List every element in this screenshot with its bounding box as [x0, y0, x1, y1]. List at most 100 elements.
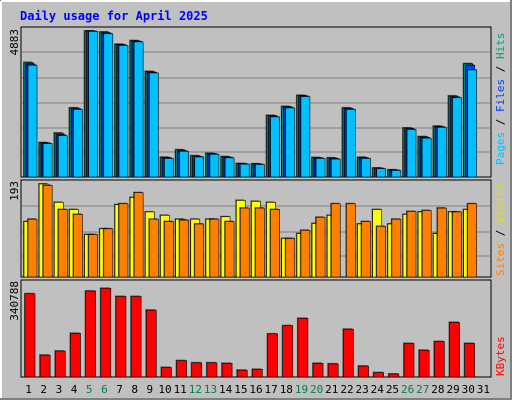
x-tick-label: 26	[401, 383, 414, 396]
kbytes-bar	[221, 363, 233, 378]
kbytes-bar	[236, 369, 248, 378]
legend-sep3: /	[494, 223, 507, 243]
sites-bar	[270, 209, 280, 278]
sites-bar	[239, 207, 250, 278]
panel2-max-label: 193	[8, 181, 21, 201]
x-tick-label: 9	[147, 383, 154, 396]
x-tick-label: 27	[416, 383, 429, 396]
pages-bar	[133, 41, 144, 178]
chart-marks	[22, 30, 490, 378]
kbytes-bar	[24, 293, 36, 378]
kbytes-bar	[55, 350, 66, 378]
pages-bar	[118, 45, 129, 178]
legend-sep1: /	[494, 112, 507, 132]
kbytes-bar	[191, 362, 203, 378]
kbytes-bar	[312, 363, 324, 378]
kbytes-bar	[115, 296, 127, 378]
kbytes-bar	[70, 333, 81, 378]
kbytes-bar	[403, 343, 415, 378]
x-tick-label: 6	[101, 383, 108, 396]
sites-bar	[330, 203, 341, 278]
pages-bar	[73, 109, 83, 178]
pages-bar	[270, 116, 280, 178]
chart-title: Daily usage for April 2025	[20, 9, 208, 23]
sites-bar	[361, 221, 371, 278]
sites-bar	[406, 211, 417, 278]
x-tick-label: 1	[25, 383, 32, 396]
pages-bar	[406, 129, 417, 178]
kbytes-bar	[145, 309, 157, 378]
legend-sites: Sites	[494, 243, 507, 276]
x-tick-label: 11	[174, 383, 187, 396]
pages-bar	[285, 107, 296, 178]
pages-bar	[452, 97, 462, 178]
pages-bar	[164, 158, 174, 178]
x-tick-label: 24	[371, 383, 385, 396]
x-tick-label: 21	[325, 383, 338, 396]
x-tick-label: 20	[310, 383, 323, 396]
pages-bar	[239, 163, 250, 178]
kbytes-bar	[39, 354, 51, 378]
sites-bar	[148, 218, 159, 278]
x-tick-label: 5	[86, 383, 93, 396]
kbytes-bar	[388, 373, 400, 378]
pages-bar	[194, 156, 205, 178]
pages-bar	[209, 153, 220, 178]
kbytes-bar	[373, 372, 385, 378]
x-tick-label: 28	[431, 383, 444, 396]
x-tick-label: 19	[295, 383, 308, 396]
pages-bar	[467, 69, 477, 178]
pages-bar	[103, 33, 114, 178]
sites-bar	[133, 192, 144, 278]
sites-bar	[118, 203, 129, 278]
pages-bar	[255, 164, 265, 178]
pages-bar	[224, 157, 235, 178]
sites-bar	[88, 234, 98, 278]
sites-bar	[194, 223, 205, 278]
x-tick-label: 17	[265, 383, 278, 396]
sites-bar	[300, 229, 311, 278]
pages-bar	[42, 143, 53, 178]
kbytes-bar	[85, 290, 96, 378]
x-tick-label: 30	[462, 383, 475, 396]
sites-bar	[452, 211, 462, 278]
kbytes-bar	[343, 328, 354, 378]
kbytes-bar	[418, 349, 430, 378]
panel1-max-label: 4883	[8, 29, 21, 56]
pages-bar	[300, 96, 311, 178]
sites-bar	[467, 203, 477, 278]
pages-bar	[346, 109, 356, 178]
sites-bar	[376, 226, 387, 278]
sites-bar	[255, 207, 265, 278]
pages-bar	[330, 158, 341, 178]
kbytes-bar	[449, 322, 460, 378]
sites-bar	[315, 216, 326, 278]
kbytes-bar	[252, 369, 263, 378]
kbytes-bar	[297, 318, 309, 378]
pages-bar	[437, 127, 447, 178]
sites-bar	[27, 218, 38, 278]
sites-bar	[73, 214, 83, 278]
legend-files: Files	[494, 79, 507, 112]
pages-bar	[391, 170, 402, 178]
sites-bar	[42, 185, 53, 278]
legend-panel3: KBytes	[494, 336, 507, 376]
panel3-max-label: 340788	[8, 281, 21, 321]
x-tick-label: 4	[71, 383, 78, 396]
pages-bar	[376, 168, 387, 178]
x-tick-label: 14	[219, 383, 233, 396]
pages-bar	[179, 150, 189, 178]
pages-bar	[361, 158, 371, 178]
sites-bar	[209, 218, 220, 278]
kbytes-bar	[206, 362, 218, 378]
legend-panel1: Pages / Files / Hits	[494, 33, 507, 166]
legend-panel2: Sites / Visits	[494, 183, 507, 276]
pages-bar	[315, 158, 326, 178]
legend-kbytes: KBytes	[494, 336, 507, 376]
sites-bar	[346, 203, 356, 278]
x-tick-label: 10	[158, 383, 171, 396]
sites-bar	[179, 219, 189, 278]
sites-bar	[421, 210, 432, 278]
x-tick-label: 25	[386, 383, 399, 396]
